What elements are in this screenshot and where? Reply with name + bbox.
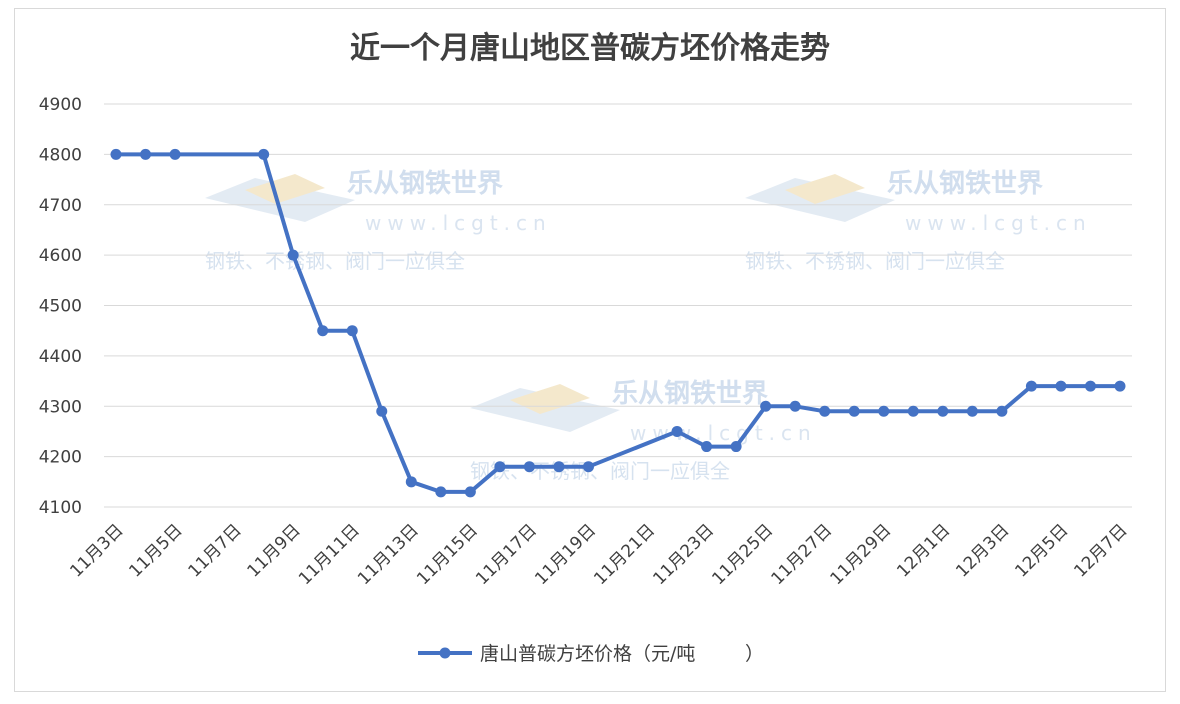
- watermark-logo-accent: [245, 174, 325, 204]
- data-point: [966, 405, 978, 417]
- data-point: [140, 148, 152, 160]
- x-tick-label: 11月11日: [295, 520, 364, 589]
- data-point: [376, 405, 388, 417]
- x-tick-label: 11月19日: [531, 520, 600, 589]
- data-point: [1114, 380, 1126, 392]
- x-tick-label: 11月23日: [649, 520, 718, 589]
- data-point: [405, 476, 417, 488]
- watermark-tagline: 钢铁、不锈钢、阀门一应俱全: [205, 249, 465, 273]
- series-layer: [110, 148, 1126, 498]
- watermark-layer: 乐从钢铁世界www.lcgt.cn钢铁、不锈钢、阀门一应俱全乐从钢铁世界www.…: [205, 168, 1092, 483]
- x-tick-label: 11月27日: [767, 520, 836, 589]
- x-tick-label: 11月25日: [708, 520, 777, 589]
- data-point: [907, 405, 919, 417]
- x-tick-label: 11月9日: [244, 520, 305, 581]
- data-point: [317, 325, 329, 337]
- chart-frame: [14, 8, 1166, 692]
- watermark: 乐从钢铁世界 www.lcgt.cn 钢铁、不锈钢、阀门一应俱全: [205, 168, 552, 273]
- chart-title: 近一个月唐山地区普碳方坯价格走势: [350, 31, 830, 66]
- x-tick-label: 12月5日: [1011, 520, 1072, 581]
- x-tick-label: 12月7日: [1070, 520, 1131, 581]
- data-point: [1055, 380, 1067, 392]
- legend-label: 唐山普碳方坯价格（元/吨: [480, 643, 695, 665]
- y-tick-label: 4600: [39, 246, 82, 266]
- legend-marker: [439, 647, 451, 659]
- data-point: [1025, 380, 1037, 392]
- y-tick-label: 4500: [39, 297, 82, 317]
- x-tick-label: 11月5日: [125, 520, 186, 581]
- data-point: [671, 425, 683, 437]
- data-point: [494, 461, 506, 473]
- x-tick-label: 12月3日: [952, 520, 1013, 581]
- y-tick-label: 4800: [39, 145, 82, 165]
- data-point: [110, 148, 122, 160]
- data-point: [287, 249, 299, 261]
- watermark: 乐从钢铁世界 www.lcgt.cn 钢铁、不锈钢、阀门一应俱全: [745, 168, 1092, 273]
- data-point: [169, 148, 181, 160]
- legend-label-closing: ）: [745, 643, 764, 665]
- data-point: [937, 405, 949, 417]
- data-point: [553, 461, 565, 473]
- data-point: [996, 405, 1008, 417]
- data-point: [582, 461, 594, 473]
- x-tick-label: 11月17日: [472, 520, 541, 589]
- data-point: [760, 400, 772, 412]
- data-point: [848, 405, 860, 417]
- watermark-brand: 乐从钢铁世界: [612, 378, 768, 409]
- x-tick-label: 11月7日: [185, 520, 246, 581]
- x-tick-label: 11月13日: [354, 520, 423, 589]
- x-tick-label: 12月1日: [893, 520, 954, 581]
- x-axis: 11月3日11月5日11月7日11月9日11月11日11月13日11月15日11…: [66, 520, 1131, 589]
- y-tick-label: 4700: [39, 196, 82, 216]
- data-point: [258, 148, 270, 160]
- data-point: [435, 486, 447, 498]
- watermark-site: www.lcgt.cn: [365, 211, 552, 235]
- data-point: [789, 400, 801, 412]
- watermark-brand: 乐从钢铁世界: [347, 168, 503, 199]
- y-tick-label: 4900: [39, 95, 82, 115]
- watermark-tagline: 钢铁、不锈钢、阀门一应俱全: [745, 249, 1005, 273]
- grid-layer: [104, 103, 1132, 508]
- data-point: [878, 405, 890, 417]
- x-tick-label: 11月29日: [827, 520, 896, 589]
- data-point: [346, 325, 358, 337]
- x-tick-label: 11月21日: [590, 520, 659, 589]
- y-axis: 4100 4200 4300 4400 4500 4600 4700 4800 4900: [39, 95, 82, 518]
- watermark-brand: 乐从钢铁世界: [887, 168, 1043, 199]
- watermark-site: www.lcgt.cn: [905, 211, 1092, 235]
- data-point: [819, 405, 831, 417]
- watermark-logo-accent: [785, 174, 865, 204]
- x-tick-label: 11月3日: [66, 520, 127, 581]
- y-tick-label: 4400: [39, 347, 82, 367]
- y-tick-label: 4100: [39, 498, 82, 518]
- data-point: [1084, 380, 1096, 392]
- y-tick-label: 4200: [39, 448, 82, 468]
- y-tick-label: 4300: [39, 397, 82, 417]
- data-point: [701, 441, 713, 453]
- data-point: [464, 486, 476, 498]
- watermark-site: www.lcgt.cn: [630, 421, 817, 445]
- legend: 唐山普碳方坯价格（元/吨 ）: [418, 643, 764, 665]
- data-point: [730, 441, 742, 453]
- data-point: [523, 461, 535, 473]
- x-tick-label: 11月15日: [413, 520, 482, 589]
